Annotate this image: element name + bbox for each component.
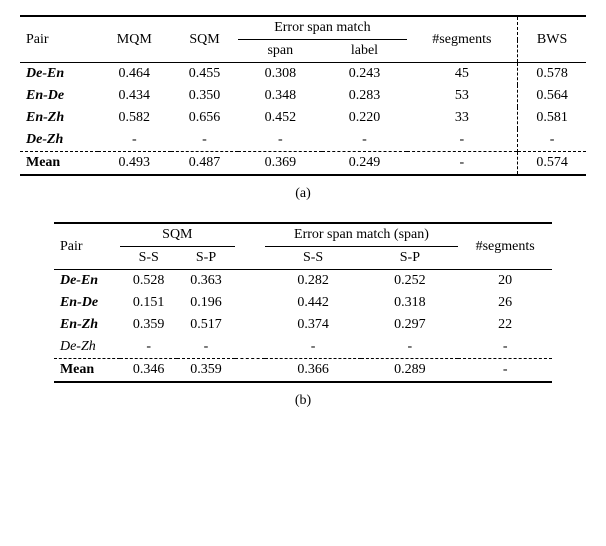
esm-ss: 0.282 xyxy=(265,270,362,293)
col-sp: S-P xyxy=(177,247,234,270)
span-cell: - xyxy=(238,129,322,152)
segs-cell: 45 xyxy=(407,63,518,86)
caption-b: (b) xyxy=(20,393,586,409)
sqm-ss: 0.528 xyxy=(120,270,177,293)
table-b: Pair SQM Error span match (span) #segmen… xyxy=(54,222,552,383)
sqm-sp: - xyxy=(177,336,234,359)
col-ss: S-S xyxy=(120,247,177,270)
segs-cell: 53 xyxy=(407,85,518,107)
sqm-cell: 0.455 xyxy=(171,63,239,86)
esm-ss: - xyxy=(265,336,362,359)
sqm-cell: 0.656 xyxy=(171,107,239,129)
esm-sp: - xyxy=(361,336,458,359)
col-segs: #segments xyxy=(407,16,518,63)
mqm-cell: 0.582 xyxy=(98,107,171,129)
col-esm: Error span match xyxy=(238,16,406,40)
sqm-cell: 0.350 xyxy=(171,85,239,107)
sqm-ss: 0.151 xyxy=(120,292,177,314)
mean-span: 0.369 xyxy=(238,152,322,176)
esm-sp: 0.252 xyxy=(361,270,458,293)
segs-cell: 26 xyxy=(458,292,552,314)
bws-cell: 0.581 xyxy=(518,107,586,129)
sqm-cell: - xyxy=(171,129,239,152)
mean-esm-ss: 0.366 xyxy=(265,359,362,383)
col-sqm: SQM xyxy=(171,16,239,63)
pair-cell: En-De xyxy=(20,85,98,107)
sqm-ss: 0.359 xyxy=(120,314,177,336)
mean-sqm: 0.487 xyxy=(171,152,239,176)
esm-ss: 0.442 xyxy=(265,292,362,314)
esm-ss: 0.374 xyxy=(265,314,362,336)
col-pair: Pair xyxy=(20,16,98,63)
col-sqm: SQM xyxy=(120,223,235,247)
mean-esm-sp: 0.289 xyxy=(361,359,458,383)
mqm-cell: 0.434 xyxy=(98,85,171,107)
span-cell: 0.348 xyxy=(238,85,322,107)
label-cell: 0.243 xyxy=(322,63,406,86)
sqm-sp: 0.363 xyxy=(177,270,234,293)
mean-sqm-sp: 0.359 xyxy=(177,359,234,383)
segs-cell: 22 xyxy=(458,314,552,336)
mean-bws: 0.574 xyxy=(518,152,586,176)
bws-cell: 0.578 xyxy=(518,63,586,86)
table-a: Pair MQM SQM Error span match #segments … xyxy=(20,15,586,176)
col-sp: S-P xyxy=(361,247,458,270)
bws-cell: 0.564 xyxy=(518,85,586,107)
col-bws: BWS xyxy=(518,16,586,63)
col-esm: Error span match (span) xyxy=(265,223,459,247)
label-cell: 0.220 xyxy=(322,107,406,129)
mean-segs: - xyxy=(407,152,518,176)
sqm-ss: - xyxy=(120,336,177,359)
pair-cell: De-Zh xyxy=(54,336,120,359)
pair-cell: De-En xyxy=(20,63,98,86)
pair-cell: De-Zh xyxy=(20,129,98,152)
segs-cell: 33 xyxy=(407,107,518,129)
span-cell: 0.452 xyxy=(238,107,322,129)
col-mqm: MQM xyxy=(98,16,171,63)
pair-cell: En-Zh xyxy=(20,107,98,129)
sqm-sp: 0.517 xyxy=(177,314,234,336)
pair-cell: En-Zh xyxy=(54,314,120,336)
segs-cell: - xyxy=(458,336,552,359)
bws-cell: - xyxy=(518,129,586,152)
mean-sqm-ss: 0.346 xyxy=(120,359,177,383)
mean-label: Mean xyxy=(20,152,98,176)
col-span: span xyxy=(238,40,322,63)
col-pair: Pair xyxy=(54,223,120,270)
esm-sp: 0.297 xyxy=(361,314,458,336)
label-cell: 0.283 xyxy=(322,85,406,107)
caption-a: (a) xyxy=(20,186,586,202)
segs-cell: 20 xyxy=(458,270,552,293)
col-label: label xyxy=(322,40,406,63)
col-ss: S-S xyxy=(265,247,362,270)
span-cell: 0.308 xyxy=(238,63,322,86)
col-segs: #segments xyxy=(458,223,552,270)
mqm-cell: - xyxy=(98,129,171,152)
esm-sp: 0.318 xyxy=(361,292,458,314)
mean-label: Mean xyxy=(54,359,120,383)
segs-cell: - xyxy=(407,129,518,152)
pair-cell: En-De xyxy=(54,292,120,314)
mean-mqm: 0.493 xyxy=(98,152,171,176)
mean-segs: - xyxy=(458,359,552,383)
pair-cell: De-En xyxy=(54,270,120,293)
mean-label-val: 0.249 xyxy=(322,152,406,176)
label-cell: - xyxy=(322,129,406,152)
mqm-cell: 0.464 xyxy=(98,63,171,86)
sqm-sp: 0.196 xyxy=(177,292,234,314)
